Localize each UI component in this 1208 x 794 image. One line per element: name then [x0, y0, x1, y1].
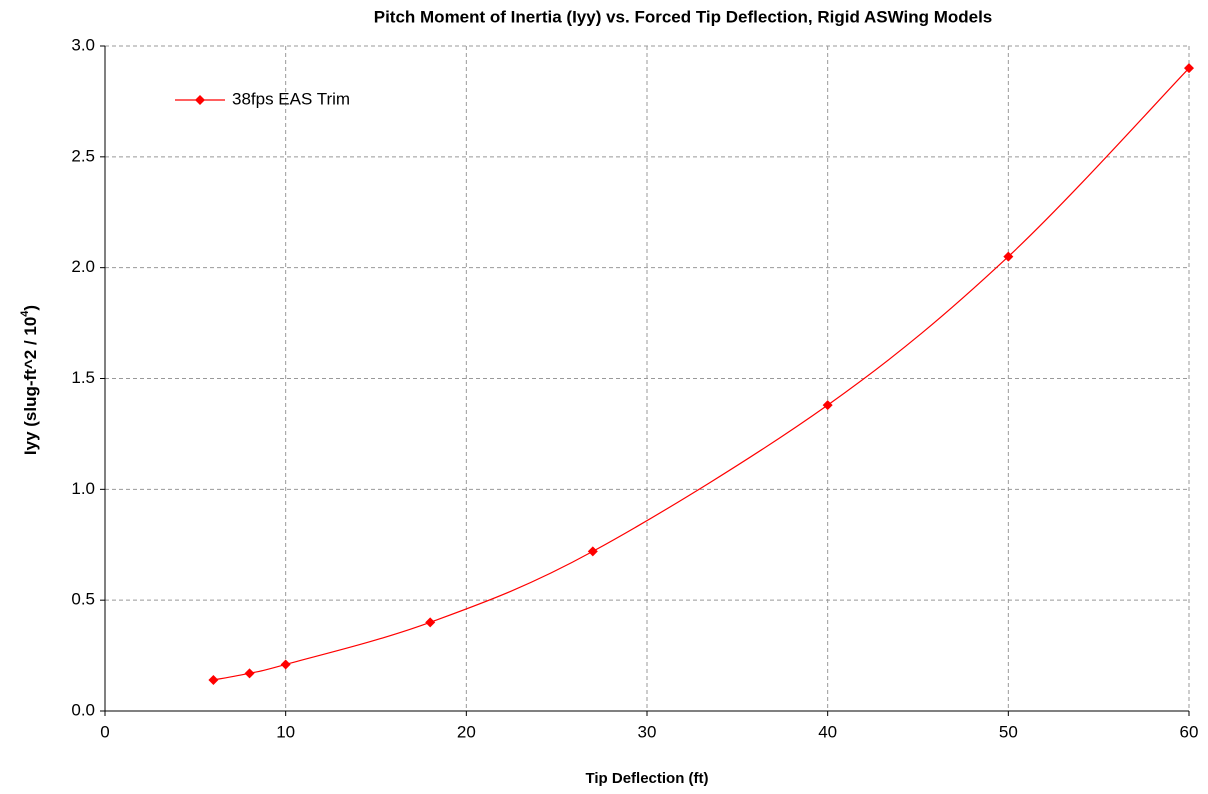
legend-marker [195, 95, 205, 105]
x-tick-label: 50 [999, 722, 1018, 741]
y-tick-label: 2.0 [71, 257, 95, 276]
y-tick-label: 3.0 [71, 35, 95, 54]
x-tick-label: 40 [818, 722, 837, 741]
x-tick-label: 10 [276, 722, 295, 741]
y-axis-label-main: Iyy (slug-ft^2 / 10 [21, 317, 40, 455]
y-tick-label: 2.5 [71, 146, 95, 165]
marker [208, 674, 219, 685]
x-tick-label: 30 [638, 722, 657, 741]
x-tick-label: 20 [457, 722, 476, 741]
marker [1184, 63, 1194, 74]
marker [244, 668, 255, 679]
series-line [213, 67, 1190, 681]
y-tick-label: 1.5 [71, 368, 95, 387]
legend-label: 38fps EAS Trim [232, 89, 350, 108]
y-axis-label-sup: 4 [19, 310, 31, 317]
y-axis-label: Iyy (slug-ft^2 / 104) [19, 305, 41, 455]
marker [587, 546, 598, 557]
y-axis-label-end: ) [21, 305, 40, 311]
marker [1003, 251, 1014, 262]
y-tick-label: 0.0 [71, 700, 95, 719]
y-tick-label: 0.5 [71, 590, 95, 609]
x-axis-label: Tip Deflection (ft) [585, 770, 708, 787]
marker [425, 617, 436, 628]
y-tick-label: 1.0 [71, 479, 95, 498]
chart-title: Pitch Moment of Inertia (Iyy) vs. Forced… [374, 7, 993, 26]
marker [822, 400, 833, 411]
marker [280, 659, 291, 670]
x-tick-label: 0 [100, 722, 109, 741]
x-tick-label: 60 [1180, 722, 1199, 741]
